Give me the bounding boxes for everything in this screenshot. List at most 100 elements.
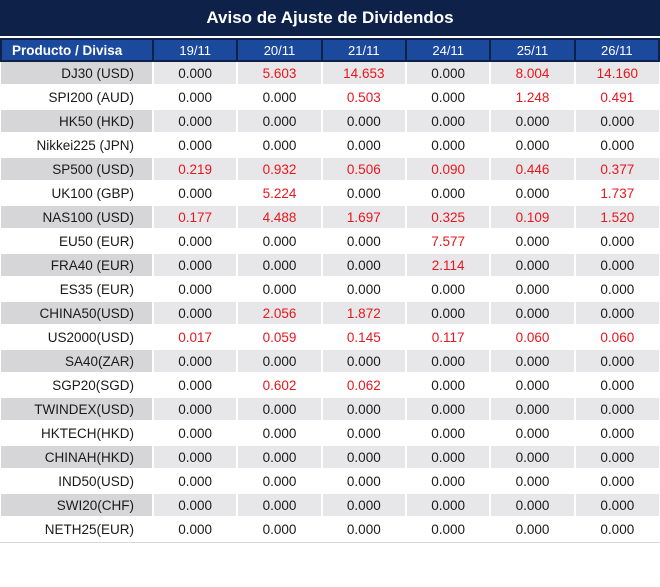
value-cell: 0.000 <box>489 445 575 470</box>
value-cell: 0.000 <box>404 397 491 422</box>
product-cell: CHINAH(HKD) <box>1 445 153 470</box>
value-cell: 7.577 <box>404 229 491 254</box>
value-cell: 0.000 <box>320 181 406 206</box>
value-cell: 0.000 <box>489 493 575 518</box>
value-cell: 0.000 <box>404 181 491 206</box>
value-cell: 1.872 <box>320 301 406 326</box>
value-cell: 0.325 <box>404 205 491 230</box>
value-cell: 0.000 <box>404 301 491 326</box>
value-cell: 0.000 <box>573 133 659 158</box>
value-cell: 0.000 <box>151 349 238 374</box>
product-cell: SWI20(CHF) <box>1 493 153 518</box>
value-cell: 0.503 <box>320 85 406 110</box>
product-cell: CHINA50(USD) <box>1 301 153 326</box>
value-cell: 2.114 <box>404 253 491 278</box>
value-cell: 0.000 <box>573 349 659 374</box>
value-cell: 5.224 <box>236 181 322 206</box>
product-cell: NAS100 (USD) <box>1 205 153 230</box>
value-cell: 0.491 <box>573 85 659 110</box>
value-cell: 2.056 <box>236 301 322 326</box>
value-cell: 0.000 <box>236 445 322 470</box>
value-cell: 0.000 <box>404 445 491 470</box>
value-cell: 0.000 <box>489 277 575 302</box>
value-cell: 0.000 <box>151 373 238 398</box>
table-row: IND50(USD) 0.000 0.000 0.000 0.000 0.000 0.000 <box>1 469 659 494</box>
value-cell: 14.160 <box>573 61 659 86</box>
value-cell: 0.000 <box>489 181 575 206</box>
value-cell: 0.000 <box>489 133 575 158</box>
value-cell: 0.000 <box>151 301 238 326</box>
product-cell: EU50 (EUR) <box>1 229 153 254</box>
value-cell: 0.109 <box>489 205 575 230</box>
value-cell: 0.000 <box>236 469 322 494</box>
table-row: DJ30 (USD) 0.000 5.603 14.653 0.000 8.004 14.1… <box>1 61 659 86</box>
value-cell: 0.000 <box>404 469 491 494</box>
value-cell: 0.000 <box>151 61 238 86</box>
value-cell: 0.000 <box>404 109 491 134</box>
product-cell: Nikkei225 (JPN) <box>1 133 153 158</box>
value-cell: 0.000 <box>320 229 406 254</box>
bottom-divider <box>0 542 660 543</box>
value-cell: 0.000 <box>573 301 659 326</box>
column-header-date: 24/11 <box>404 38 492 62</box>
value-cell: 0.000 <box>404 349 491 374</box>
value-cell: 0.219 <box>151 157 238 182</box>
value-cell: 0.000 <box>404 517 491 542</box>
column-header-date: 25/11 <box>489 38 576 62</box>
value-cell: 0.000 <box>573 445 659 470</box>
value-cell: 0.090 <box>404 157 491 182</box>
value-cell: 4.488 <box>236 205 322 230</box>
value-cell: 0.000 <box>489 373 575 398</box>
value-cell: 0.000 <box>573 373 659 398</box>
value-cell: 0.000 <box>404 493 491 518</box>
value-cell: 1.737 <box>573 181 659 206</box>
value-cell: 0.000 <box>320 421 406 446</box>
product-cell: HK50 (HKD) <box>1 109 153 134</box>
value-cell: 0.446 <box>489 157 575 182</box>
value-cell: 0.000 <box>489 253 575 278</box>
product-cell: ES35 (EUR) <box>1 277 153 302</box>
notice-title: Aviso de Ajuste de Dividendos <box>0 0 660 36</box>
value-cell: 0.000 <box>151 277 238 302</box>
product-cell: SGP20(SGD) <box>1 373 153 398</box>
value-cell: 0.000 <box>489 469 575 494</box>
table-row: TWINDEX(USD) 0.000 0.000 0.000 0.000 0.000 0.0… <box>1 397 659 422</box>
value-cell: 0.000 <box>236 133 322 158</box>
value-cell: 0.000 <box>573 253 659 278</box>
table-row: US2000(USD) 0.017 0.059 0.145 0.117 0.060 0.06… <box>1 325 659 350</box>
product-cell: UK100 (GBP) <box>1 181 153 206</box>
value-cell: 0.000 <box>573 397 659 422</box>
table-row: FRA40 (EUR) 0.000 0.000 0.000 2.114 0.000 0.00… <box>1 253 659 278</box>
value-cell: 0.000 <box>151 133 238 158</box>
value-cell: 0.000 <box>151 253 238 278</box>
value-cell: 0.177 <box>151 205 238 230</box>
value-cell: 0.000 <box>236 229 322 254</box>
value-cell: 1.248 <box>489 85 575 110</box>
table-row: Nikkei225 (JPN) 0.000 0.000 0.000 0.000 0.000… <box>1 133 659 158</box>
value-cell: 0.060 <box>489 325 575 350</box>
value-cell: 5.603 <box>236 61 322 86</box>
value-cell: 0.000 <box>320 517 406 542</box>
product-cell: FRA40 (EUR) <box>1 253 153 278</box>
column-header-date: 21/11 <box>320 38 407 62</box>
table-row: HKTECH(HKD) 0.000 0.000 0.000 0.000 0.000 0.00… <box>1 421 659 446</box>
column-header-product: Producto / Divisa <box>0 38 154 62</box>
value-cell: 0.000 <box>404 61 491 86</box>
value-cell: 0.000 <box>236 109 322 134</box>
value-cell: 0.000 <box>236 493 322 518</box>
table-row: NAS100 (USD) 0.177 4.488 1.697 0.325 0.109 1.5… <box>1 205 659 230</box>
value-cell: 0.000 <box>573 109 659 134</box>
value-cell: 0.000 <box>320 397 406 422</box>
value-cell: 0.059 <box>236 325 322 350</box>
value-cell: 0.506 <box>320 157 406 182</box>
table-row: CHINAH(HKD) 0.000 0.000 0.000 0.000 0.000 0.00… <box>1 445 659 470</box>
value-cell: 0.060 <box>573 325 659 350</box>
dividend-table: Producto / Divisa 19/11 20/11 21/11 24/11 25/… <box>0 38 660 542</box>
value-cell: 0.000 <box>320 133 406 158</box>
value-cell: 0.000 <box>151 445 238 470</box>
value-cell: 0.000 <box>489 301 575 326</box>
value-cell: 1.520 <box>573 205 659 230</box>
value-cell: 0.000 <box>489 421 575 446</box>
value-cell: 0.000 <box>320 253 406 278</box>
value-cell: 0.000 <box>151 493 238 518</box>
